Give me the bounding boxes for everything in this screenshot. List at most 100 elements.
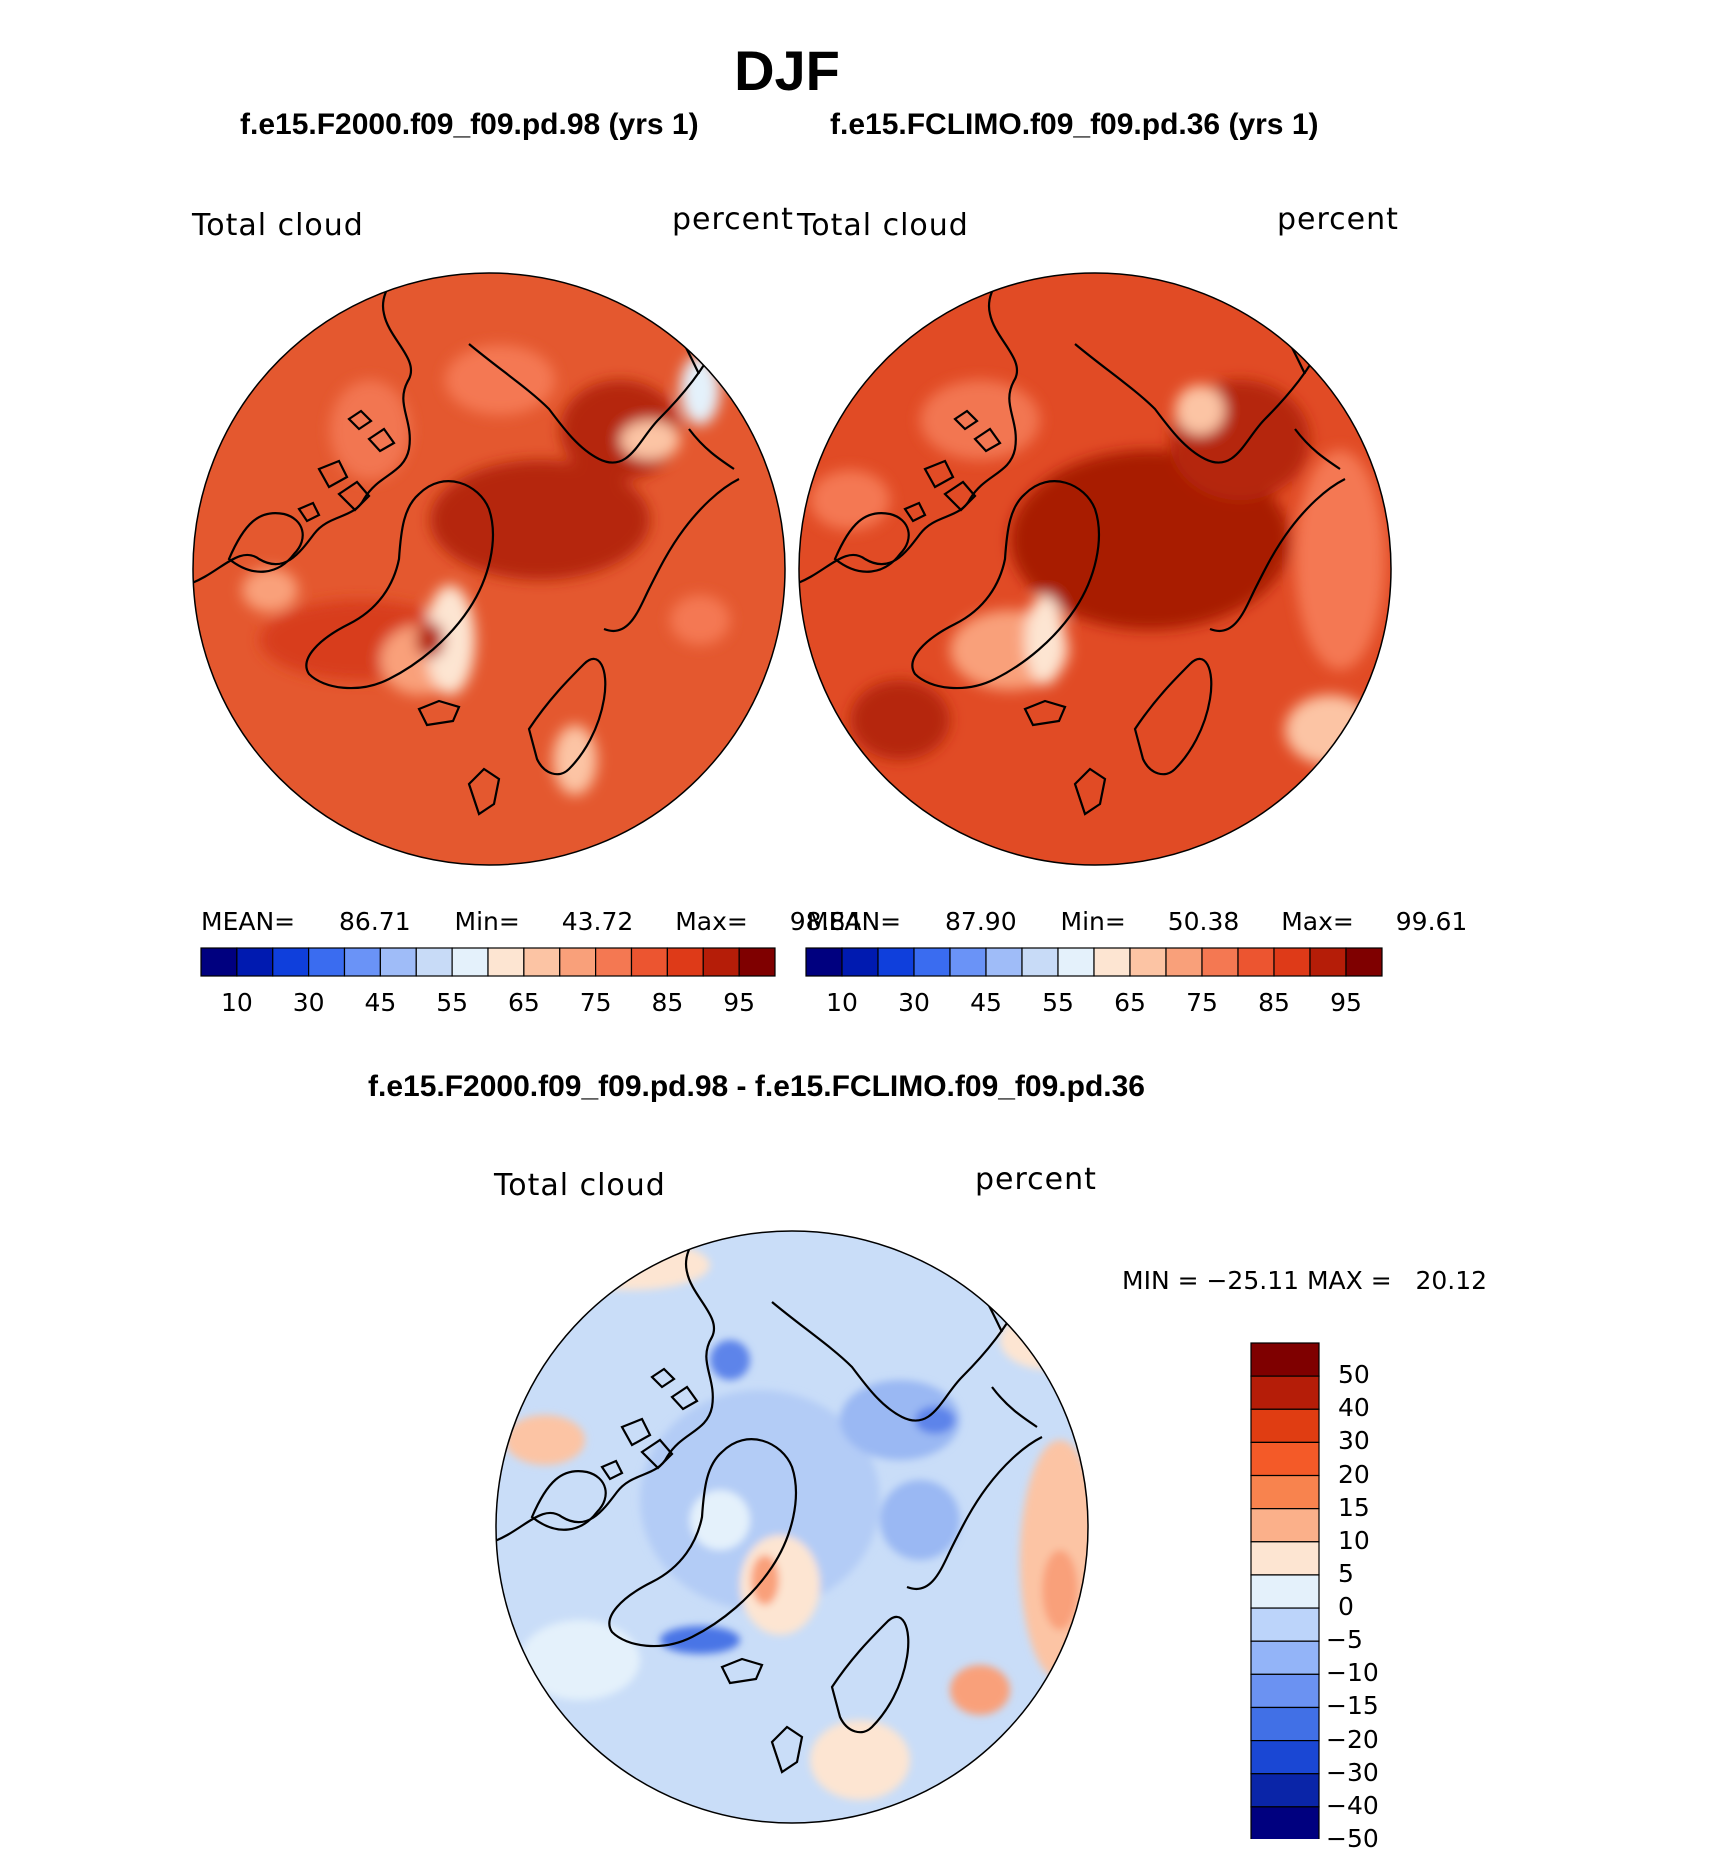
colorbar-swatch [379, 947, 417, 977]
panel1-max-value: 98.84 [789, 907, 862, 936]
colorbar-tick-label: 30 [292, 988, 325, 1017]
colorbar-tick-label: 20 [1338, 1459, 1370, 1489]
colorbar-swatch [985, 947, 1023, 977]
panel1-variable-label: Total cloud [192, 208, 364, 243]
colorbar-swatch [1273, 947, 1311, 977]
colorbar-swatch [1250, 1806, 1320, 1839]
panel2-case-title: f.e15.FCLIMO.f09_f09.pd.36 (yrs 1) [830, 108, 1319, 141]
panel1-case-title: f.e15.F2000.f09_f09.pd.98 (yrs 1) [240, 108, 699, 141]
colorbar-tick-label: 95 [1330, 988, 1362, 1017]
panel1-min-label: Min= [454, 907, 520, 936]
panel1-units-label: percent [672, 202, 794, 237]
colorbar-tick-label: 65 [507, 988, 540, 1017]
colorbar-swatch [1250, 1607, 1320, 1642]
colorbar-swatch [666, 947, 704, 977]
colorbar-swatch [1021, 947, 1059, 977]
colorbar-swatch [913, 947, 951, 977]
colorbar-tick-label: 0 [1338, 1592, 1354, 1622]
panel1-max-label: Max= [675, 907, 748, 936]
colorbar-swatch [738, 947, 776, 977]
colorbar-tick-label: 30 [898, 988, 930, 1017]
panel1-colorbar [200, 947, 776, 977]
panel2-colorbar [805, 947, 1383, 977]
colorbar-swatch [1237, 947, 1275, 977]
colorbar-swatch [1250, 1441, 1320, 1477]
colorbar-swatch [1250, 1508, 1320, 1543]
panel1-mean-value: 86.71 [339, 907, 411, 936]
panel1-map [193, 273, 785, 865]
colorbar-swatch [1129, 947, 1167, 977]
colorbar-tick-label: 85 [1258, 988, 1290, 1017]
panel2-max-value: 99.61 [1395, 907, 1468, 936]
colorbar-tick-label: 50 [1338, 1360, 1370, 1390]
panel2-max-label: Max= [1281, 907, 1354, 936]
panel1-min-value: 43.72 [561, 907, 634, 936]
colorbar-swatch [877, 947, 915, 977]
panel2-units-label: percent [1277, 202, 1399, 237]
colorbar-swatch [595, 947, 633, 977]
colorbar-tick-label: 5 [1338, 1558, 1354, 1588]
colorbar-swatch [841, 947, 879, 977]
colorbar-tick-label: 40 [1338, 1393, 1370, 1423]
colorbar-tick-label: 65 [1114, 988, 1146, 1017]
colorbar-tick-label: 55 [436, 988, 469, 1017]
difference-units-label: percent [975, 1162, 1097, 1197]
colorbar-swatch [1093, 947, 1131, 977]
panel2-stats: MEAN= 87.90 Min= 50.38 Max= 99.61 [807, 907, 1467, 936]
colorbar-swatch [1250, 1673, 1320, 1709]
colorbar-swatch [949, 947, 987, 977]
figure-title: DJF [734, 39, 840, 102]
colorbar-swatch [1250, 1640, 1320, 1675]
difference-minmax: MIN = −25.11 MAX = 20.12 [1122, 1266, 1488, 1295]
colorbar-swatch [200, 947, 238, 977]
colorbar-swatch [1250, 1773, 1320, 1808]
colorbar-swatch [1345, 947, 1383, 977]
colorbar-tick-label: −5 [1326, 1625, 1363, 1655]
colorbar-swatch [1165, 947, 1203, 977]
panel2-min-label: Min= [1060, 907, 1126, 936]
panel2-variable-label: Total cloud [797, 208, 969, 243]
colorbar-swatch [805, 947, 843, 977]
colorbar-swatch [236, 947, 274, 977]
colorbar-tick-label: 95 [723, 988, 756, 1017]
colorbar-tick-label: −10 [1326, 1658, 1379, 1688]
colorbar-swatch [308, 947, 346, 977]
colorbar-tick-label: 10 [826, 988, 858, 1017]
colorbar-swatch [1250, 1574, 1320, 1609]
colorbar-swatch [1309, 947, 1347, 977]
panel2-mean-label: MEAN= [807, 907, 902, 936]
colorbar-swatch [1250, 1541, 1320, 1576]
colorbar-swatch [1250, 1739, 1320, 1775]
colorbar-swatch [1250, 1408, 1320, 1444]
colorbar-swatch [451, 947, 489, 977]
colorbar-tick-label: −30 [1326, 1757, 1379, 1787]
colorbar-tick-label: 45 [364, 988, 397, 1017]
colorbar-swatch [343, 947, 381, 977]
colorbar-tick-label: −40 [1326, 1790, 1379, 1820]
colorbar-swatch [415, 947, 453, 977]
colorbar-swatch [1201, 947, 1239, 977]
difference-variable-label: Total cloud [494, 1168, 666, 1203]
colorbar-swatch [702, 947, 740, 977]
panel1-mean-label: MEAN= [201, 907, 296, 936]
colorbar-swatch [272, 947, 310, 977]
colorbar-swatch [1057, 947, 1095, 977]
colorbar-tick-label: 85 [651, 988, 684, 1017]
colorbar-swatch [559, 947, 597, 977]
colorbar-swatch [1250, 1706, 1320, 1742]
colorbar-swatch [523, 947, 561, 977]
colorbar-tick-label: 45 [970, 988, 1002, 1017]
colorbar-tick-label: 15 [1338, 1492, 1370, 1522]
colorbar-swatch [1250, 1342, 1320, 1377]
colorbar-tick-label: 30 [1338, 1426, 1370, 1456]
difference-title: f.e15.F2000.f09_f09.pd.98 - f.e15.FCLIMO… [368, 1070, 1145, 1103]
colorbar-tick-label: −15 [1326, 1691, 1379, 1721]
panel2-map [799, 273, 1391, 865]
panel2-min-value: 50.38 [1167, 907, 1240, 936]
colorbar-swatch [487, 947, 525, 977]
colorbar-tick-label: 75 [579, 988, 612, 1017]
colorbar-tick-label: 10 [220, 988, 253, 1017]
panel2-mean-value: 87.90 [945, 907, 1017, 936]
colorbar-tick-label: 10 [1338, 1525, 1370, 1555]
